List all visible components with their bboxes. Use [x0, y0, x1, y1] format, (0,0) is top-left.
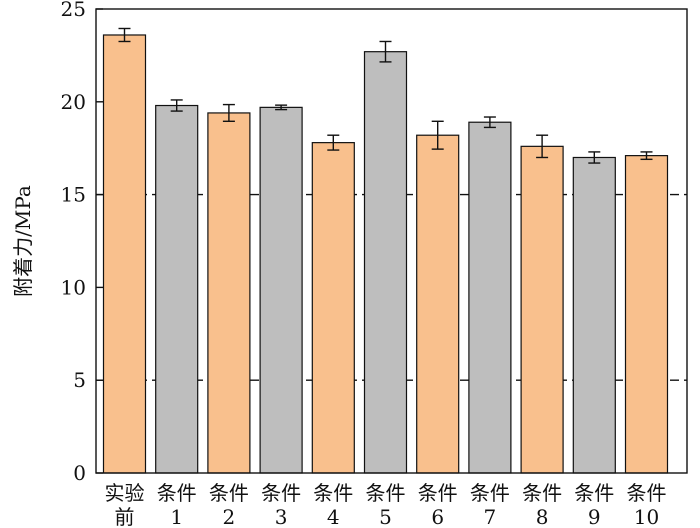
x-category-label-8-line-0: 条件: [522, 481, 562, 505]
y-axis-title: 附着力/MPa: [11, 185, 35, 297]
bar-3: [259, 106, 303, 474]
bar-8: [520, 145, 564, 474]
x-category-label-3-line-1: 3: [275, 505, 288, 528]
x-category-label-6-line-0: 条件: [418, 481, 458, 505]
x-category-label-5-line-1: 5: [379, 505, 392, 528]
x-category-label-2-line-1: 2: [223, 505, 236, 528]
y-ticks-group: 0 5 10 15 20 25: [61, 0, 103, 485]
bar-5: [363, 51, 408, 474]
x-category-label-8-line-1: 8: [536, 505, 549, 528]
y-tick-label-2: 10: [61, 275, 86, 299]
y-tick-label-1: 5: [73, 368, 86, 392]
bar-4: [311, 142, 355, 474]
y-tick-label-3: 15: [61, 183, 86, 207]
bar-7: [468, 121, 512, 474]
x-category-label-10-line-0: 条件: [627, 481, 667, 505]
y-tick-label-5: 25: [61, 0, 86, 21]
bar-9: [572, 156, 616, 474]
bar-1: [155, 104, 199, 474]
bars-group: [102, 34, 669, 474]
x-category-label-4-line-0: 条件: [313, 481, 353, 505]
y-tick-label-4: 20: [61, 90, 86, 114]
x-category-label-3-line-0: 条件: [261, 481, 301, 505]
x-category-label-1-line-1: 1: [170, 505, 183, 528]
x-category-label-10-line-1: 10: [634, 505, 659, 528]
y-tick-label-0: 0: [73, 461, 86, 485]
bar-2: [207, 112, 251, 474]
axes-group: [95, 8, 688, 474]
error-bars-group: [118, 27, 653, 164]
x-category-label-0-line-0: 实验: [105, 481, 145, 505]
bar-0: [102, 34, 147, 474]
x-category-label-4-line-1: 4: [327, 505, 340, 528]
x-category-label-2-line-0: 条件: [209, 481, 249, 505]
x-category-label-9-line-1: 9: [588, 505, 601, 528]
x-category-label-9-line-0: 条件: [574, 481, 614, 505]
x-category-label-6-line-1: 6: [431, 505, 444, 528]
bar-10: [624, 155, 669, 474]
x-category-label-0-line-1: 前: [115, 505, 135, 528]
x-category-label-7-line-0: 条件: [470, 481, 510, 505]
bar-6: [416, 134, 460, 474]
x-category-label-5-line-0: 条件: [366, 481, 406, 505]
plot-frame: [95, 8, 688, 474]
x-category-label-1-line-0: 条件: [157, 481, 197, 505]
x-category-label-7-line-1: 7: [484, 505, 497, 528]
